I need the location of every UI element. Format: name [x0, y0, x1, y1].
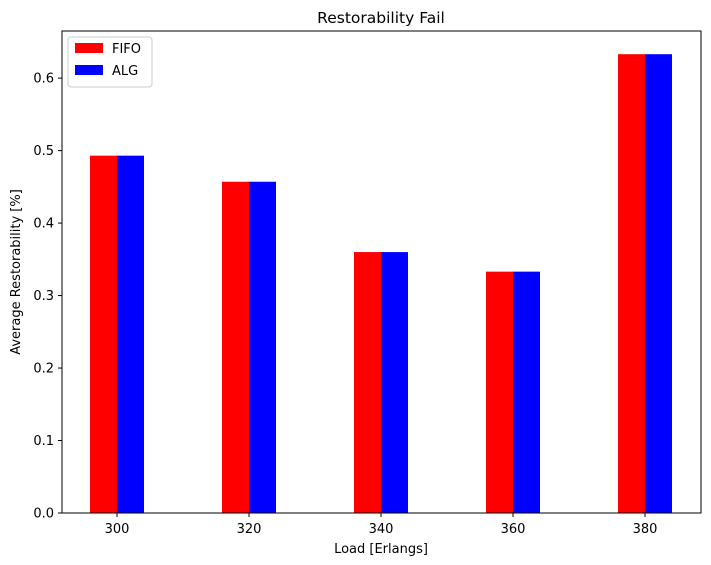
bar-alg-320 [249, 181, 276, 513]
bar-alg-340 [381, 252, 408, 513]
bar-fifo-380 [618, 54, 645, 514]
y-tick-label: 0.1 [33, 434, 54, 449]
x-tick-label: 360 [501, 522, 526, 537]
x-axis: 300 320 340 360 380 [105, 513, 658, 537]
bar-fifo-360 [486, 271, 513, 513]
y-tick-label: 0.4 [33, 217, 54, 232]
x-tick-label: 340 [369, 522, 394, 537]
y-tick-label: 0.5 [33, 144, 54, 159]
y-axis: 0.0 0.1 0.2 0.3 0.4 0.5 0.6 [33, 72, 62, 522]
bar-alg-360 [513, 271, 540, 513]
bar-fifo-340 [354, 252, 381, 513]
legend-label-fifo: FIFO [112, 42, 141, 57]
x-axis-title: Load [Erlangs] [334, 542, 428, 557]
legend-swatch-alg [75, 65, 103, 75]
chart-title: Restorability Fail [317, 9, 445, 27]
legend: FIFO ALG [67, 36, 153, 88]
bar-fifo-320 [222, 181, 249, 513]
y-tick-label: 0.3 [33, 289, 54, 304]
y-tick-label: 0.0 [33, 507, 54, 522]
legend-swatch-fifo [75, 43, 103, 53]
x-tick-label: 300 [105, 522, 130, 537]
bar-alg-380 [645, 54, 672, 514]
bar-fifo-300 [90, 155, 117, 513]
x-tick-label: 380 [633, 522, 658, 537]
y-tick-label: 0.2 [33, 362, 54, 377]
legend-label-alg: ALG [112, 64, 138, 79]
y-tick-label: 0.6 [33, 72, 54, 87]
y-axis-title: Average Restorability [%] [9, 189, 24, 355]
bar-alg-300 [117, 155, 144, 513]
plot-area [90, 54, 672, 514]
x-tick-label: 320 [237, 522, 262, 537]
